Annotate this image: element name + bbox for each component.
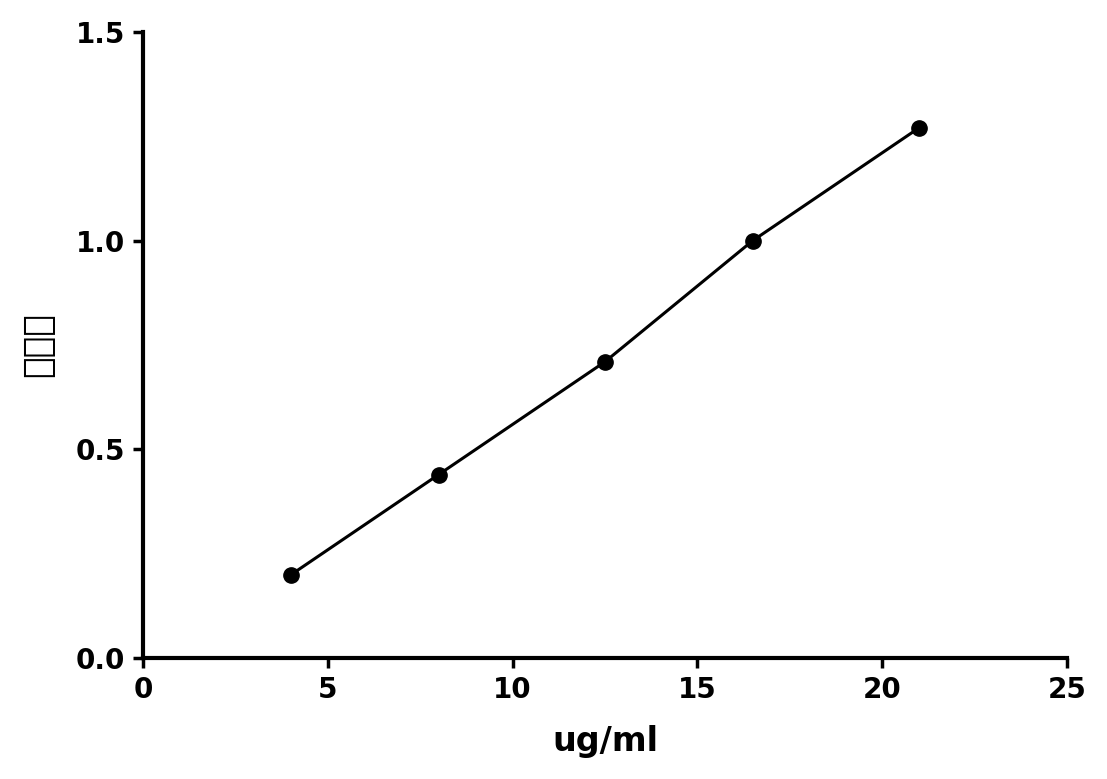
Y-axis label: 吸光度: 吸光度 [21, 312, 55, 378]
X-axis label: ug/ml: ug/ml [552, 725, 658, 758]
